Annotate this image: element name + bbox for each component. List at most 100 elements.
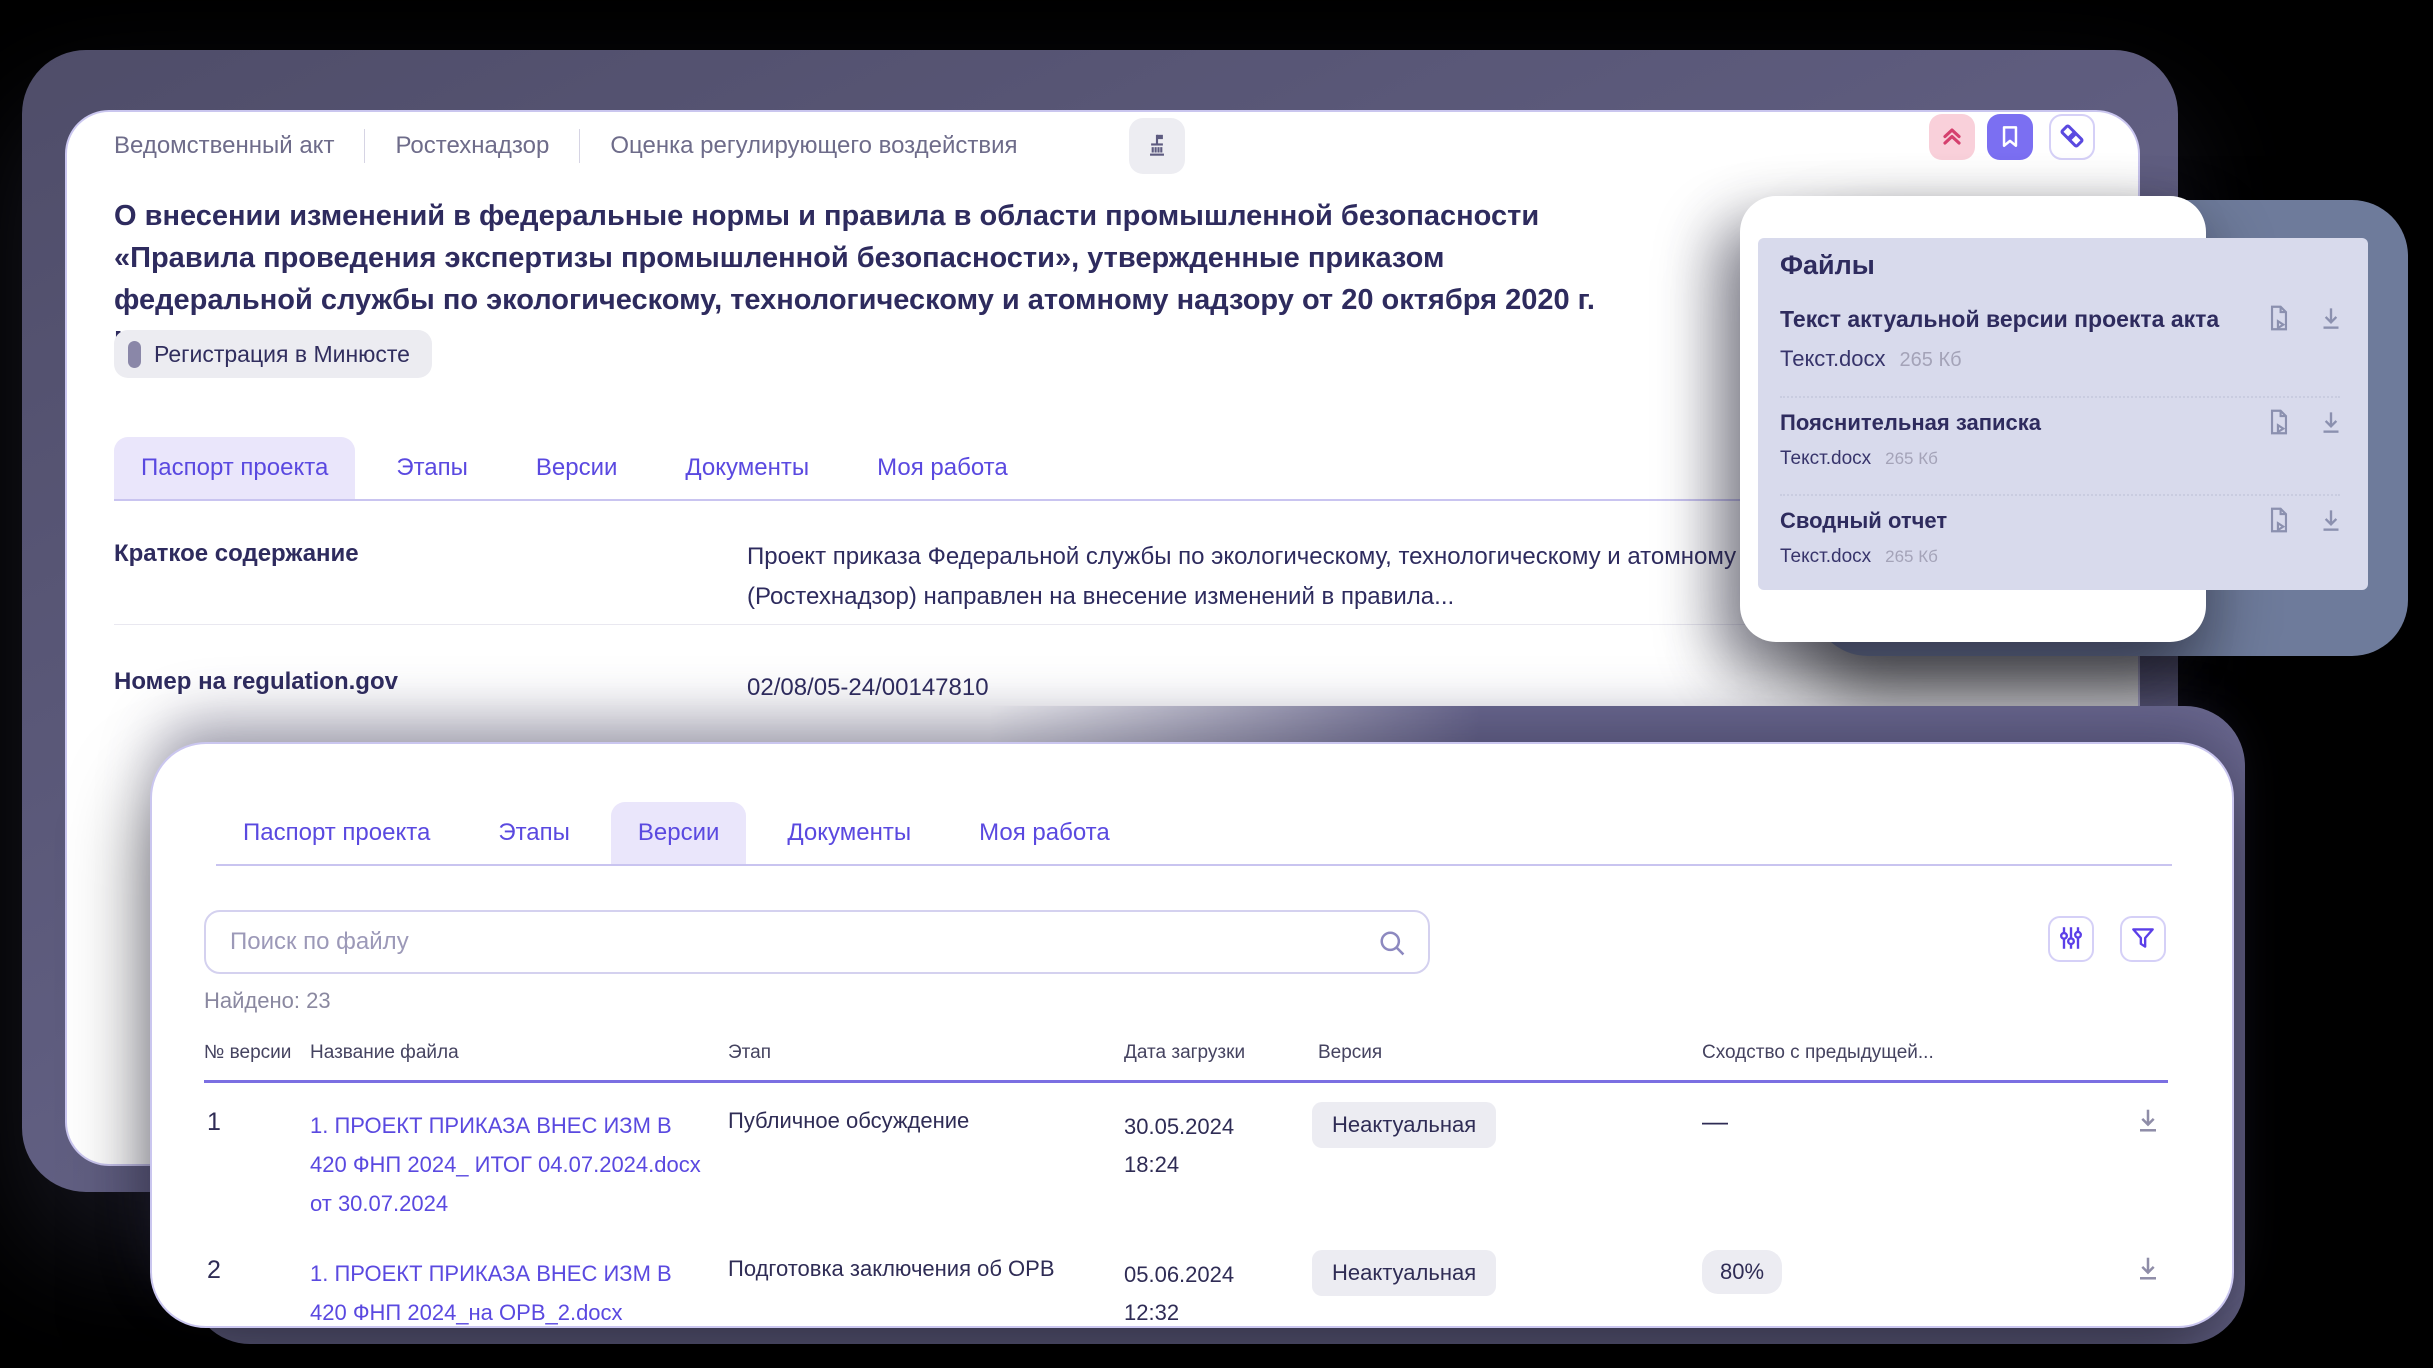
download-version-button[interactable] (2132, 1252, 2164, 1287)
download-file-button[interactable] (2314, 504, 2348, 538)
column-header-upload-date: Дата загрузки (1124, 1042, 1246, 1063)
document-open-icon (2264, 407, 2294, 440)
copy-link-button[interactable] (2049, 114, 2095, 160)
table-header-underline (204, 1080, 2168, 1083)
file-item-filename: Текст.docx (1780, 546, 1872, 567)
breadcrumb-divider (364, 129, 366, 163)
tab-stages[interactable]: Этапы (498, 819, 570, 846)
versions-card: Паспорт проекта Этапы Версии Документы М… (150, 742, 2234, 1328)
status-badge: Регистрация в Минюсте (114, 330, 432, 378)
bookmark-icon (1997, 123, 2023, 152)
file-item-size: 265 Кб (1899, 349, 1962, 371)
search-field (204, 910, 1430, 974)
file-item-fileline: Текст.docx 265 Кб (1780, 346, 1962, 372)
version-number: 1 (207, 1108, 221, 1136)
download-icon (2316, 505, 2346, 538)
download-file-button[interactable] (2314, 302, 2348, 336)
download-icon (2316, 303, 2346, 336)
similarity-value: — (1702, 1106, 1728, 1136)
file-link[interactable]: 1. ПРОЕКТ ПРИКАЗА ВНЕС ИЗМ В 420 ФНП 202… (310, 1261, 672, 1325)
tabs-underline (216, 864, 2172, 866)
file-item-filename: Текст.docx (1780, 346, 1886, 371)
open-file-button[interactable] (2262, 302, 2296, 336)
upload-time: 12:32 (1124, 1300, 1180, 1325)
tabs-underline (114, 499, 2102, 501)
download-icon (2316, 407, 2346, 440)
column-header-stage: Этап (728, 1042, 772, 1063)
field-value-regulation-number: 02/08/05-24/00147810 (747, 674, 989, 701)
sliders-icon (2057, 924, 2085, 955)
file-item-divider (1780, 396, 2340, 398)
breadcrumb-divider (579, 129, 581, 163)
tab-stages[interactable]: Этапы (396, 454, 468, 481)
file-item-fileline: Текст.docx 265 Кб (1780, 448, 1938, 470)
results-count: Найдено: 23 (204, 988, 331, 1013)
document-open-icon (2264, 505, 2294, 538)
file-item-name: Сводный отчет (1780, 508, 1948, 533)
breadcrumb: Ведомственный акт Ростехнадзор Оценка ре… (114, 118, 1018, 174)
file-item-filename: Текст.docx (1780, 448, 1872, 469)
download-file-button[interactable] (2314, 406, 2348, 440)
file-item-name: Текст актуальной версии проекта акта (1780, 306, 2220, 332)
field-value-summary: Проект приказа Федеральной службы по эко… (747, 543, 1833, 610)
file-link[interactable]: 1. ПРОЕКТ ПРИКАЗА ВНЕС ИЗМ В 420 ФНП 202… (310, 1113, 701, 1216)
open-file-button[interactable] (2262, 504, 2296, 538)
version-status-badge: Неактуальная (1312, 1250, 1497, 1296)
stage-cell: Подготовка заключения об ОРВ (728, 1256, 1055, 1281)
column-header-file-name: Название файла (310, 1042, 459, 1063)
tab-passport[interactable]: Паспорт проекта (114, 437, 356, 499)
file-item-fileline: Текст.docx 265 Кб (1780, 546, 1938, 568)
column-header-version-number: № версии (204, 1042, 292, 1063)
double-chevron-up-icon (1938, 122, 1966, 153)
upload-date-cell: 05.06.2024 12:32 (1124, 1256, 1235, 1326)
column-header-version: Версия (1318, 1042, 1383, 1063)
upload-date: 30.05.2024 (1124, 1114, 1235, 1139)
project-tabs: Паспорт проекта Этапы Версии Документы М… (216, 802, 1137, 864)
settings-button[interactable] (2048, 916, 2094, 962)
bookmark-button[interactable] (1987, 114, 2033, 160)
tab-passport[interactable]: Паспорт проекта (243, 819, 431, 846)
tab-my-work[interactable]: Моя работа (877, 454, 1008, 481)
version-number: 2 (207, 1256, 221, 1284)
filter-button[interactable] (2120, 916, 2166, 962)
tab-versions[interactable]: Версии (535, 454, 618, 481)
breadcrumb-item[interactable]: Ведомственный акт (114, 132, 335, 159)
file-item-name: Пояснительная записка (1780, 410, 2042, 435)
tab-documents[interactable]: Документы (685, 454, 810, 481)
upload-date-cell: 30.05.2024 18:24 (1124, 1108, 1234, 1184)
upload-date: 05.06.2024 (1124, 1262, 1235, 1287)
search-icon[interactable] (1376, 927, 1408, 964)
column-header-similarity: Сходство с предыдущей... (1702, 1042, 1934, 1063)
file-item-size: 265 Кб (1885, 547, 1938, 566)
breadcrumb-item[interactable]: Ростехнадзор (395, 132, 550, 159)
status-badge-label: Регистрация в Минюсте (154, 340, 410, 367)
scroll-to-top-button[interactable] (1929, 114, 1975, 160)
government-building-icon (1142, 130, 1172, 163)
government-authority-button[interactable] (1129, 118, 1185, 174)
status-dot-icon (128, 340, 141, 368)
download-icon (2132, 1257, 2164, 1287)
files-panel-title: Файлы (1780, 250, 1875, 280)
document-open-icon (2264, 303, 2294, 336)
download-icon (2132, 1109, 2164, 1139)
stage-cell: Публичное обсуждение (728, 1108, 970, 1133)
page-title: О внесении изменений в федеральные нормы… (114, 200, 1595, 358)
open-file-button[interactable] (2262, 406, 2296, 440)
tab-documents[interactable]: Документы (787, 819, 912, 846)
file-item-divider (1780, 494, 2340, 496)
project-tabs: Паспорт проекта Этапы Версии Документы М… (114, 437, 1035, 499)
chain-link-icon (2058, 122, 2086, 153)
breadcrumb-item[interactable]: Оценка регулирующего воздействия (610, 132, 1018, 159)
similarity-badge: 80% (1702, 1250, 1783, 1294)
field-label-regulation-number: Номер на regulation.gov (114, 668, 398, 695)
funnel-icon (2129, 924, 2157, 955)
search-input[interactable] (206, 912, 1428, 972)
field-divider (114, 624, 2102, 625)
tab-my-work[interactable]: Моя работа (979, 819, 1110, 846)
files-panel (1758, 238, 2368, 590)
version-status-badge: Неактуальная (1312, 1102, 1497, 1148)
download-version-button[interactable] (2132, 1104, 2164, 1139)
upload-time: 18:24 (1124, 1152, 1180, 1177)
tab-versions[interactable]: Версии (610, 802, 747, 864)
